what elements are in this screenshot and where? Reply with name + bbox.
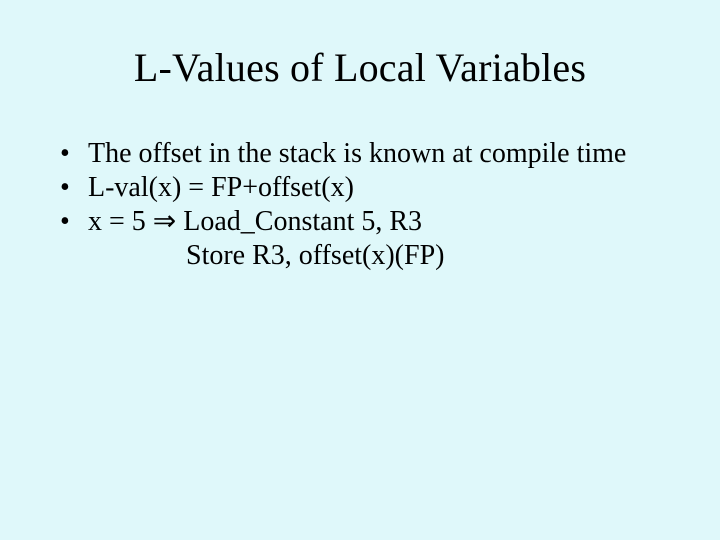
bullet-list: The offset in the stack is known at comp… <box>58 137 668 239</box>
bullet-item: The offset in the stack is known at comp… <box>58 137 668 171</box>
slide: L-Values of Local Variables The offset i… <box>0 0 720 540</box>
bullet-continuation: Store R3, offset(x)(FP) <box>58 239 668 273</box>
bullet-item: L-val(x) = FP+offset(x) <box>58 171 668 205</box>
bullet-item: x = 5 ⇒ Load_Constant 5, R3 <box>58 205 668 239</box>
slide-title: L-Values of Local Variables <box>0 0 720 91</box>
slide-body: The offset in the stack is known at comp… <box>0 91 720 274</box>
